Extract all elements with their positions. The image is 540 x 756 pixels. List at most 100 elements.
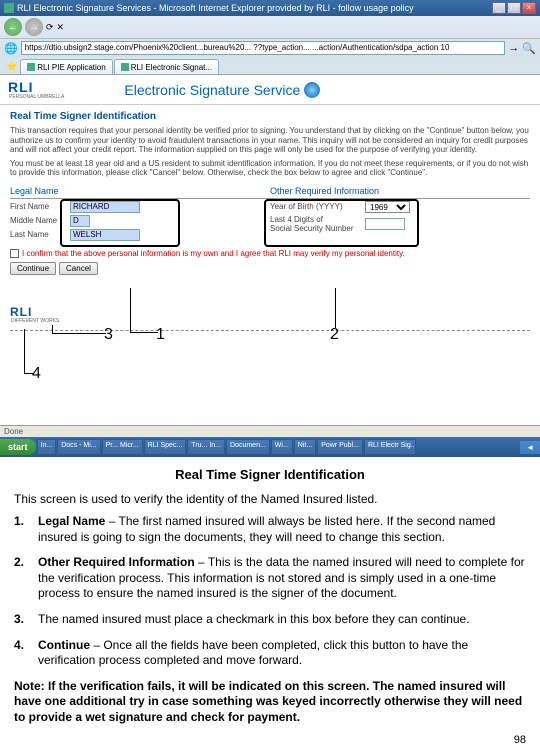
callout-line-3b xyxy=(52,333,106,334)
taskbar-item[interactable]: RLI Electr Sig... xyxy=(364,439,416,455)
start-button[interactable]: start xyxy=(0,439,36,455)
signature-icon xyxy=(304,82,320,98)
form-area: First Name RICHARD Middle Name D Last Na… xyxy=(10,201,530,243)
callout-line-2 xyxy=(335,288,336,328)
taskbar: start In... Docs - Mi... Pr... Micr... R… xyxy=(0,437,540,457)
page-number: 98 xyxy=(514,734,526,746)
doc-item-2: 2. Other Required Information – This is … xyxy=(14,555,526,602)
first-name-field[interactable]: RICHARD xyxy=(70,201,140,213)
callout-line-4b xyxy=(24,373,34,374)
taskbar-item[interactable]: Nit... xyxy=(294,439,316,455)
refresh-icon[interactable]: ⟳ xyxy=(46,22,54,33)
rli-logo-sub: PERSONAL UMBRELLA xyxy=(9,95,64,100)
favorites-icon[interactable]: ⭐ xyxy=(4,59,19,74)
nav-toolbar: ← → ⟳ ✕ xyxy=(0,16,540,38)
page-header: RLI PERSONAL UMBRELLA Electronic Signatu… xyxy=(0,75,540,105)
middle-name-label: Middle Name xyxy=(10,216,70,225)
taskbar-item[interactable]: RLI Spec... xyxy=(144,439,187,455)
maximize-button[interactable]: □ xyxy=(507,2,521,14)
system-tray[interactable]: ◄ xyxy=(520,441,540,454)
ssn-field[interactable] xyxy=(365,218,405,230)
doc-item-1: 1. Legal Name – The first named insured … xyxy=(14,514,526,545)
callout-3: 3 xyxy=(104,326,113,344)
doc-note: Note: If the verification fails, it will… xyxy=(14,679,526,726)
window-title: RLI Electronic Signature Services - Micr… xyxy=(17,3,414,13)
col-header-legal: Legal Name xyxy=(10,184,270,198)
taskbar-item[interactable]: Docs - Mi... xyxy=(57,439,100,455)
tab-label: RLI PIE Application xyxy=(37,63,105,72)
col-header-other: Other Required Information xyxy=(270,184,530,198)
taskbar-item[interactable]: Wi... xyxy=(271,439,293,455)
cancel-button[interactable]: Cancel xyxy=(59,262,98,275)
doc-num: 3. xyxy=(14,612,38,628)
doc-list: 1. Legal Name – The first named insured … xyxy=(14,514,526,669)
close-button[interactable]: × xyxy=(522,2,536,14)
tab-favicon xyxy=(121,63,129,71)
callout-1: 1 xyxy=(156,326,165,344)
forward-button[interactable]: → xyxy=(25,18,43,36)
address-bar: 🌐 https://dtio.ubsign2.stage.com/Phoenix… xyxy=(0,38,540,57)
back-button[interactable]: ← xyxy=(4,18,22,36)
tab-favicon xyxy=(27,63,35,71)
go-icon[interactable]: → xyxy=(508,42,519,54)
confirm-checkbox[interactable] xyxy=(10,249,19,258)
confirm-row: I confirm that the above personal inform… xyxy=(10,249,530,258)
doc-num: 1. xyxy=(14,514,38,545)
footer-rli-logo: RLI xyxy=(10,305,32,319)
search-icon[interactable]: 🔍 xyxy=(522,42,536,55)
titlebar: RLI Electronic Signature Services - Micr… xyxy=(0,0,540,16)
stop-icon[interactable]: ✕ xyxy=(57,22,65,33)
tab-label: RLI Electronic Signat... xyxy=(131,63,212,72)
callout-line-4 xyxy=(24,329,25,373)
taskbar-item[interactable]: Documen... xyxy=(226,439,270,455)
taskbar-item[interactable]: In... xyxy=(37,439,57,455)
globe-icon: 🌐 xyxy=(4,42,18,55)
instruction-para-2: You must be at least 18 year old and a U… xyxy=(10,159,530,178)
taskbar-item[interactable]: Tru... In... xyxy=(187,439,225,455)
other-info-column: Year of Birth (YYYY) 1969 Last 4 Digits … xyxy=(270,201,530,243)
doc-intro: This screen is used to verify the identi… xyxy=(14,492,526,506)
status-text: Done xyxy=(4,427,23,436)
callout-line-3 xyxy=(52,325,53,333)
taskbar-item[interactable]: Powr Publ... xyxy=(317,439,363,455)
doc-text: Legal Name – The first named insured wil… xyxy=(38,514,526,545)
ssn-label: Last 4 Digits of Social Security Number xyxy=(270,215,365,233)
taskbar-item[interactable]: Pr... Micr... xyxy=(102,439,143,455)
first-name-label: First Name xyxy=(10,202,70,211)
last-name-label: Last Name xyxy=(10,230,70,239)
button-row: Continue Cancel xyxy=(10,262,530,275)
tab-2[interactable]: RLI Electronic Signat... xyxy=(114,59,219,74)
page-content: RLI PERSONAL UMBRELLA Electronic Signatu… xyxy=(0,75,540,425)
status-bar: Done xyxy=(0,425,540,437)
legal-name-column: First Name RICHARD Middle Name D Last Na… xyxy=(10,201,270,243)
rli-logo: RLI xyxy=(8,79,34,95)
callout-line-1b xyxy=(130,332,158,333)
tab-1[interactable]: RLI PIE Application xyxy=(20,59,112,74)
doc-text: Continue – Once all the fields have been… xyxy=(38,638,526,669)
doc-num: 4. xyxy=(14,638,38,669)
middle-name-field[interactable]: D xyxy=(70,215,90,227)
footer-logo-area: RLI DIFFERENT WORKS xyxy=(0,301,540,328)
callout-2: 2 xyxy=(330,326,339,344)
footer-rli-sub: DIFFERENT WORKS xyxy=(11,319,530,324)
last-name-field[interactable]: WELSH xyxy=(70,229,140,241)
doc-item-3: 3. The named insured must place a checkm… xyxy=(14,612,526,628)
browser-window: RLI Electronic Signature Services - Micr… xyxy=(0,0,540,75)
confirm-text: I confirm that the above personal inform… xyxy=(22,249,405,258)
yob-label: Year of Birth (YYYY) xyxy=(270,202,365,211)
minimize-button[interactable]: _ xyxy=(492,2,506,14)
page-title: Electronic Signature Service xyxy=(124,82,300,98)
doc-num: 2. xyxy=(14,555,38,602)
instruction-para-1: This transaction requires that your pers… xyxy=(10,126,530,155)
section-title: Real Time Signer Identification xyxy=(10,111,530,122)
instruction-document: Real Time Signer Identification This scr… xyxy=(0,457,540,736)
address-input[interactable]: https://dtio.ubsign2.stage.com/Phoenix%2… xyxy=(21,41,506,55)
form-columns-header: Legal Name Other Required Information xyxy=(10,184,530,199)
yob-select[interactable]: 1969 xyxy=(365,201,410,213)
footer-divider xyxy=(10,330,530,331)
doc-text: Other Required Information – This is the… xyxy=(38,555,526,602)
continue-button[interactable]: Continue xyxy=(10,262,56,275)
ie-icon xyxy=(4,3,14,13)
tabs-bar: ⭐ RLI PIE Application RLI Electronic Sig… xyxy=(0,57,540,74)
callout-line-1 xyxy=(130,288,131,332)
